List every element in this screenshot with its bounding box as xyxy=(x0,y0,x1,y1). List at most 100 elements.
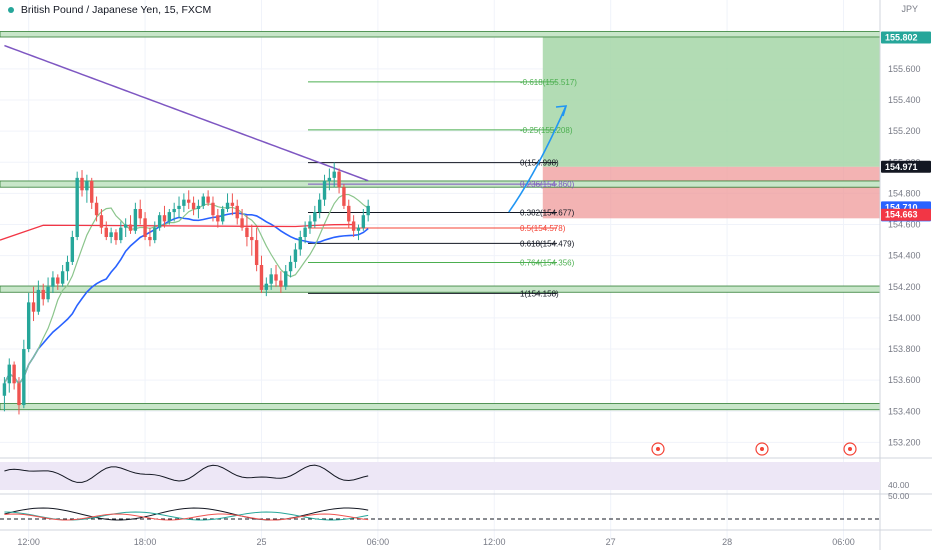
price-tick-label: 154.600 xyxy=(888,220,921,230)
support-resistance-zone xyxy=(0,403,881,411)
candle-body xyxy=(206,196,210,203)
candle-body xyxy=(332,171,336,178)
candle-body xyxy=(187,199,191,203)
candle-body xyxy=(182,199,186,206)
candle-body xyxy=(104,227,108,237)
fib-level-label: 1(154.158) xyxy=(520,289,559,298)
time-tick-label: 25 xyxy=(256,537,266,547)
candle-body xyxy=(230,202,235,206)
candle-body xyxy=(153,227,157,241)
candle-body xyxy=(99,215,104,228)
price-tick-label: 154.200 xyxy=(888,282,921,292)
price-tag xyxy=(881,31,931,44)
candle-body xyxy=(133,208,138,231)
candle-body xyxy=(245,227,249,237)
candle-body xyxy=(351,221,356,231)
event-marker-dot xyxy=(656,447,660,451)
event-marker-dot xyxy=(848,447,852,451)
price-tag xyxy=(881,208,931,221)
candle-body xyxy=(298,236,302,250)
symbol-title: British Pound / Japanese Yen, 15, FXCM xyxy=(8,4,211,16)
price-tag-label: 154.971 xyxy=(885,162,918,172)
candle-body xyxy=(225,202,230,209)
candle-body xyxy=(85,180,89,191)
support-resistance-zone xyxy=(0,31,881,38)
candle-body xyxy=(196,205,201,209)
fib-level-label: 0.618(154.479) xyxy=(520,239,575,248)
market-status-icon xyxy=(8,7,14,14)
candle-body xyxy=(235,205,239,219)
candle-body xyxy=(46,286,50,300)
price-tick-label: 153.400 xyxy=(888,406,921,416)
candle-body xyxy=(31,302,36,312)
fib-level-label: 0(154.998) xyxy=(520,159,559,168)
time-tick-label: 18:00 xyxy=(134,537,157,547)
time-tick-label: 06:00 xyxy=(367,537,390,547)
projection-arrow xyxy=(508,105,567,213)
rsi-band xyxy=(0,462,880,490)
price-tick-label: 154.800 xyxy=(888,188,921,198)
candle-body xyxy=(2,383,7,396)
ma-green-line xyxy=(3,193,369,386)
position-profit-zone xyxy=(542,37,880,167)
candle-body xyxy=(317,199,322,213)
candle-body xyxy=(12,364,16,384)
candle-body xyxy=(259,265,264,290)
candle-body xyxy=(337,171,341,188)
candle-body xyxy=(80,177,84,191)
support-resistance-zone xyxy=(0,285,881,293)
candle-body xyxy=(17,383,21,406)
fib-level-label: -0.25(155.208) xyxy=(520,126,573,135)
fib-level-label: 0.382(154.677) xyxy=(520,209,575,218)
candle-body xyxy=(109,232,113,237)
price-tick-label: 153.200 xyxy=(888,437,921,447)
candle-body xyxy=(240,218,244,228)
candle-body xyxy=(274,274,278,281)
rsi-line xyxy=(4,464,369,483)
candle-body xyxy=(7,364,11,384)
candle-body xyxy=(269,274,273,284)
candle-body xyxy=(293,249,298,262)
candle-body xyxy=(284,271,288,287)
candle-body xyxy=(157,215,162,228)
candle-body xyxy=(356,227,361,231)
price-tick-label: 155.600 xyxy=(888,64,921,74)
oscillator-line-minus xyxy=(4,513,369,521)
candle-body xyxy=(70,236,75,262)
candle-body xyxy=(254,240,259,266)
currency-label: JPY xyxy=(901,4,918,14)
fib-level-label: -0.618(155.517) xyxy=(520,78,577,87)
price-tick-label: 155.400 xyxy=(888,95,921,105)
candle-body xyxy=(172,208,176,213)
time-tick-label: 06:00 xyxy=(832,537,855,547)
position-loss-zone xyxy=(542,166,880,219)
candle-body xyxy=(128,224,133,231)
candle-body xyxy=(211,202,215,216)
price-tag-label: 154.663 xyxy=(885,210,918,220)
candle-body xyxy=(216,215,220,222)
fib-level-label: 0.5(154.578) xyxy=(520,224,566,233)
price-tag xyxy=(881,160,931,173)
candle-body xyxy=(60,271,65,284)
candle-body xyxy=(201,196,205,206)
time-tick-label: 12:00 xyxy=(483,537,506,547)
time-tick-label: 28 xyxy=(722,537,732,547)
symbol-title-text: British Pound / Japanese Yen, 15, FXCM xyxy=(20,4,212,16)
candle-body xyxy=(94,202,99,216)
candle-body xyxy=(162,215,167,222)
candle-body xyxy=(250,236,254,241)
candle-body xyxy=(36,289,41,312)
oscillator-level-label: 50.00 xyxy=(888,491,910,501)
candle-body xyxy=(177,205,181,209)
price-tag-label: 154.710 xyxy=(885,202,918,212)
candle-body xyxy=(313,212,317,222)
candle-body xyxy=(75,177,79,237)
price-tick-label: 154.400 xyxy=(888,251,921,261)
candle-body xyxy=(327,177,332,181)
candle-body xyxy=(26,302,31,350)
candle-body xyxy=(322,180,327,200)
candle-body xyxy=(22,349,26,406)
event-marker-dot xyxy=(760,447,764,451)
projection-arrow-head xyxy=(555,105,568,117)
